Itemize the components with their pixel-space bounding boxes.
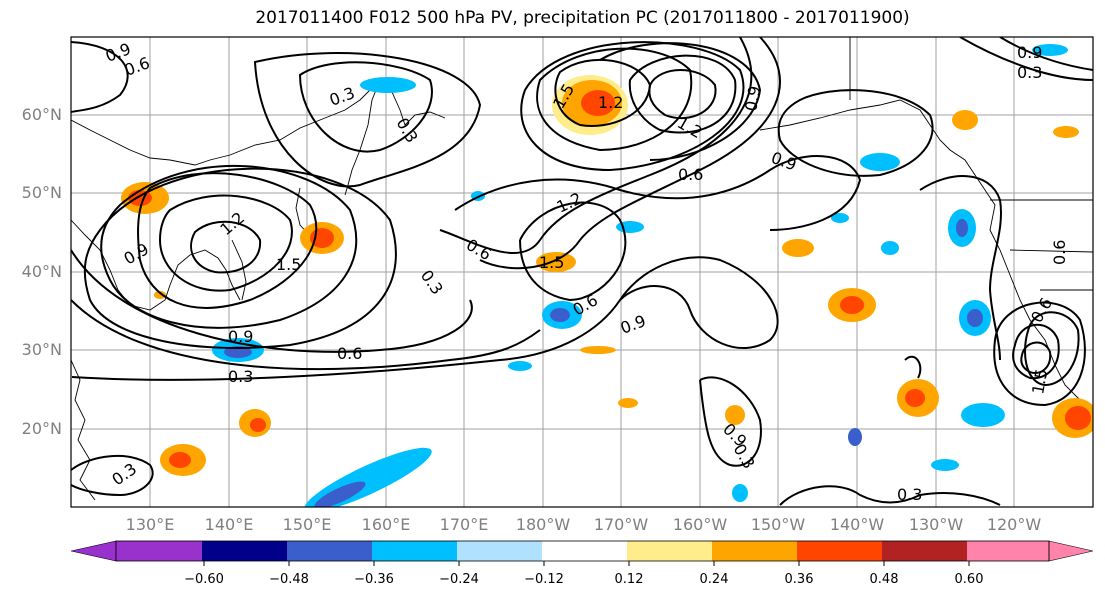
contour-label: 0.3: [228, 367, 253, 386]
contour-label: 0.6: [337, 344, 362, 363]
contour-label: 0.3: [1017, 63, 1042, 82]
contour-label: 0.3: [108, 459, 140, 489]
colorbar-segment: [116, 541, 202, 561]
lon-label: 160°W: [672, 515, 728, 534]
lon-label: 150°W: [750, 515, 806, 534]
contour-label: 0.9: [618, 311, 648, 338]
lon-label: 140°E: [204, 515, 254, 534]
lat-label: 50°N: [21, 183, 62, 202]
colorbar-tick-label: 0.60: [954, 572, 984, 587]
colorbar-segment: [542, 541, 627, 561]
colorbar-tick-label: −0.36: [354, 572, 394, 587]
colorbar-segment: [287, 541, 372, 561]
colorbar-segment: [372, 541, 457, 561]
colorbar-segment: [457, 541, 542, 561]
lat-label: 30°N: [21, 340, 62, 359]
colorbar-segment: [967, 541, 1049, 561]
colorbar-segment: [202, 541, 287, 561]
precip-shading: [121, 44, 1093, 507]
colorbar-tick-label: 0.36: [784, 572, 814, 587]
contour-label: 0.6: [1050, 240, 1069, 265]
contour-label: 0.3: [897, 485, 922, 504]
lat-label: 20°N: [21, 419, 62, 438]
colorbar-tick-label: −0.60: [184, 572, 224, 587]
map-frame: [70, 36, 1094, 508]
map-title: 2017011400 F012 500 hPa PV, precipitatio…: [255, 8, 910, 28]
colorbar-extend-low: [70, 540, 117, 562]
colorbar-tick-label: −0.48: [269, 572, 309, 587]
contour-label: 0.9: [228, 327, 253, 346]
lon-label: 130°E: [125, 515, 175, 534]
contour-label: 0.9: [1017, 43, 1042, 62]
contour-label: 0.6: [678, 165, 703, 184]
colorbar-segment: [627, 541, 712, 561]
colorbar-tick-label: 0.12: [614, 572, 644, 587]
lon-label: 170°W: [593, 515, 649, 534]
lon-label: 170°E: [439, 515, 489, 534]
colorbar-segment: [797, 541, 882, 561]
lon-label: 180°W: [515, 515, 571, 534]
colorbar-tick-label: −0.24: [439, 572, 479, 587]
lon-label: 150°E: [282, 515, 332, 534]
pv-contours: [71, 37, 1093, 506]
lon-label: 140°W: [829, 515, 885, 534]
lat-label: 60°N: [21, 105, 62, 124]
contour-label: 0.3: [417, 266, 447, 298]
colorbar-tick-label: 0.48: [869, 572, 899, 587]
lat-label: 40°N: [21, 262, 62, 281]
colorbar-outline: [115, 540, 1050, 562]
contour-label: 0.6: [463, 235, 495, 264]
contour-label: 0.9: [741, 84, 764, 112]
contour-label: 0.9: [121, 239, 153, 268]
colorbar-segment: [712, 541, 797, 561]
colorbar-tick-label: −0.12: [524, 572, 564, 587]
contour-label: 0.3: [327, 83, 357, 110]
lon-label: 160°E: [361, 515, 411, 534]
colorbar-extend-high: [1048, 540, 1094, 562]
contour-label: 0.9: [769, 148, 799, 175]
colorbar-segment: [882, 541, 967, 561]
contour-label: 1.2: [598, 93, 623, 112]
lon-label: 120°W: [986, 515, 1042, 534]
contour-label: 1.5: [276, 255, 301, 274]
contour-label: 1.2: [216, 208, 248, 239]
contour-label: 1.5: [1028, 367, 1051, 395]
colorbar: [70, 540, 1094, 566]
colorbar-tick-label: 0.24: [699, 572, 729, 587]
contour-label: 1.5: [539, 253, 564, 272]
lon-label: 130°W: [908, 515, 964, 534]
